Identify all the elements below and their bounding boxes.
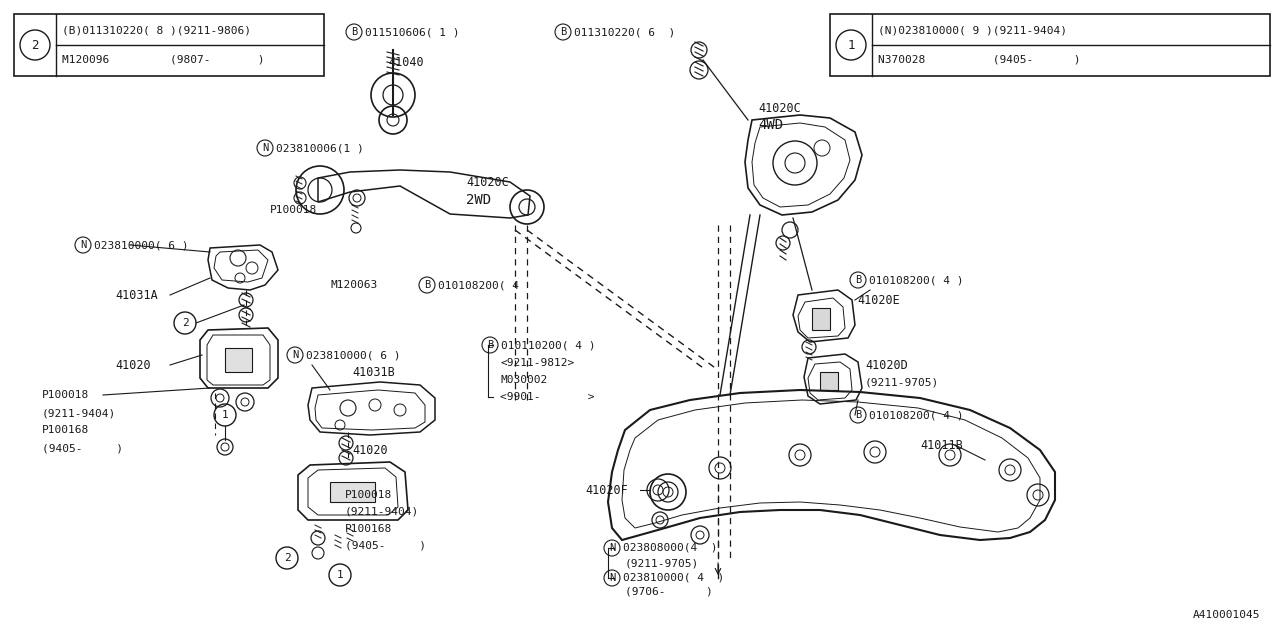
Text: 41020E: 41020E	[858, 294, 900, 307]
Text: 010108200( 4 ): 010108200( 4 )	[869, 275, 964, 285]
Text: 2: 2	[284, 553, 291, 563]
Text: P100168: P100168	[42, 425, 90, 435]
Text: 41020F: 41020F	[585, 483, 627, 497]
Text: B: B	[855, 410, 861, 420]
Text: N: N	[609, 573, 616, 583]
Text: 2WD: 2WD	[466, 193, 492, 207]
Text: (9706-      ): (9706- )	[625, 587, 713, 597]
Text: (9405-     ): (9405- )	[42, 443, 123, 453]
Text: 41020: 41020	[115, 358, 151, 371]
Polygon shape	[330, 482, 375, 502]
Text: N: N	[262, 143, 268, 153]
Text: 41031B: 41031B	[352, 365, 394, 378]
Text: (9211-9705): (9211-9705)	[865, 377, 940, 387]
Text: (9405-     ): (9405- )	[346, 541, 426, 551]
Text: 41011B: 41011B	[920, 438, 963, 451]
Text: P100168: P100168	[346, 524, 392, 534]
Text: M120096         (9807-       ): M120096 (9807- )	[61, 54, 265, 64]
Text: 023810000( 4  ): 023810000( 4 )	[623, 573, 724, 583]
Text: N: N	[609, 543, 616, 553]
Text: <9901-       >: <9901- >	[500, 392, 594, 402]
Text: N: N	[292, 350, 298, 360]
Text: M030002: M030002	[500, 375, 548, 385]
Polygon shape	[820, 372, 838, 390]
Text: 010108200( 4 ): 010108200( 4 )	[869, 410, 964, 420]
Text: 41020C: 41020C	[758, 102, 801, 115]
Text: (9211-9705): (9211-9705)	[625, 558, 699, 568]
Text: N: N	[79, 240, 86, 250]
Text: (B)011310220( 8 )(9211-9806): (B)011310220( 8 )(9211-9806)	[61, 26, 251, 36]
Bar	[829, 14, 1270, 76]
Text: (N)023810000( 9 )(9211-9404): (N)023810000( 9 )(9211-9404)	[878, 26, 1068, 36]
Text: 2: 2	[31, 38, 38, 51]
Text: B: B	[424, 280, 430, 290]
Text: 023808000(4  ): 023808000(4 )	[623, 543, 718, 553]
Text: 011510606( 1 ): 011510606( 1 )	[365, 27, 460, 37]
Text: 011310220( 6  ): 011310220( 6 )	[573, 27, 676, 37]
Text: 41031A: 41031A	[115, 289, 157, 301]
Bar	[14, 14, 324, 76]
Text: 1: 1	[337, 570, 343, 580]
Text: A410001045: A410001045	[1193, 610, 1260, 620]
Text: 41040: 41040	[388, 56, 424, 68]
Text: 023810000( 6 ): 023810000( 6 )	[306, 350, 401, 360]
Text: P100018: P100018	[270, 205, 317, 215]
Text: B: B	[486, 340, 493, 350]
Text: <9211-9812>: <9211-9812>	[500, 358, 575, 368]
Text: 41020: 41020	[352, 444, 388, 456]
Text: B: B	[559, 27, 566, 37]
Text: M120063: M120063	[330, 280, 378, 290]
Polygon shape	[225, 348, 252, 372]
Text: 41020C: 41020C	[466, 175, 508, 189]
Text: (9211-9404): (9211-9404)	[42, 408, 116, 418]
Text: B: B	[855, 275, 861, 285]
Text: B: B	[351, 27, 357, 37]
Text: 4WD: 4WD	[758, 118, 783, 132]
Text: 010108200( 4: 010108200( 4	[438, 280, 518, 290]
Text: (9211-9404): (9211-9404)	[346, 507, 420, 517]
Text: 1: 1	[847, 38, 855, 51]
Text: N370028          (9405-      ): N370028 (9405- )	[878, 54, 1080, 64]
Text: 1: 1	[221, 410, 228, 420]
Text: P100018: P100018	[346, 490, 392, 500]
Polygon shape	[812, 308, 829, 330]
Text: P100018: P100018	[42, 390, 90, 400]
Text: 023810006(1 ): 023810006(1 )	[276, 143, 364, 153]
Text: 2: 2	[182, 318, 188, 328]
Text: 023810000( 6 ): 023810000( 6 )	[93, 240, 188, 250]
Text: 41020D: 41020D	[865, 358, 908, 371]
Text: 010110200( 4 ): 010110200( 4 )	[500, 340, 595, 350]
